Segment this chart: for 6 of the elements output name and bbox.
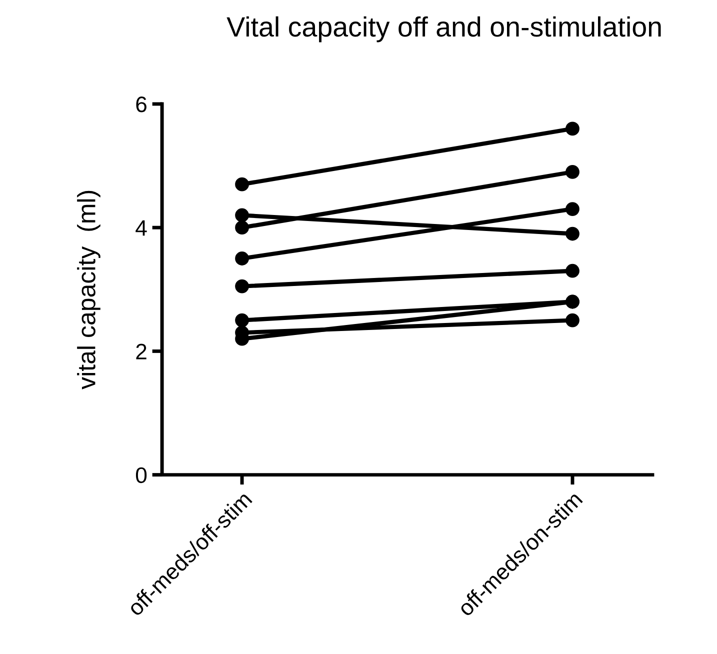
y-tick-label: 0 <box>136 467 147 484</box>
y-tick-label: 6 <box>136 96 146 112</box>
chart-title: Vital capacity off and on-stimulation <box>226 16 661 42</box>
y-tick-label: 4 <box>136 220 147 236</box>
y-tick-label: 2 <box>136 344 146 360</box>
y-axis-title: vital capacity (ml) <box>77 190 100 390</box>
